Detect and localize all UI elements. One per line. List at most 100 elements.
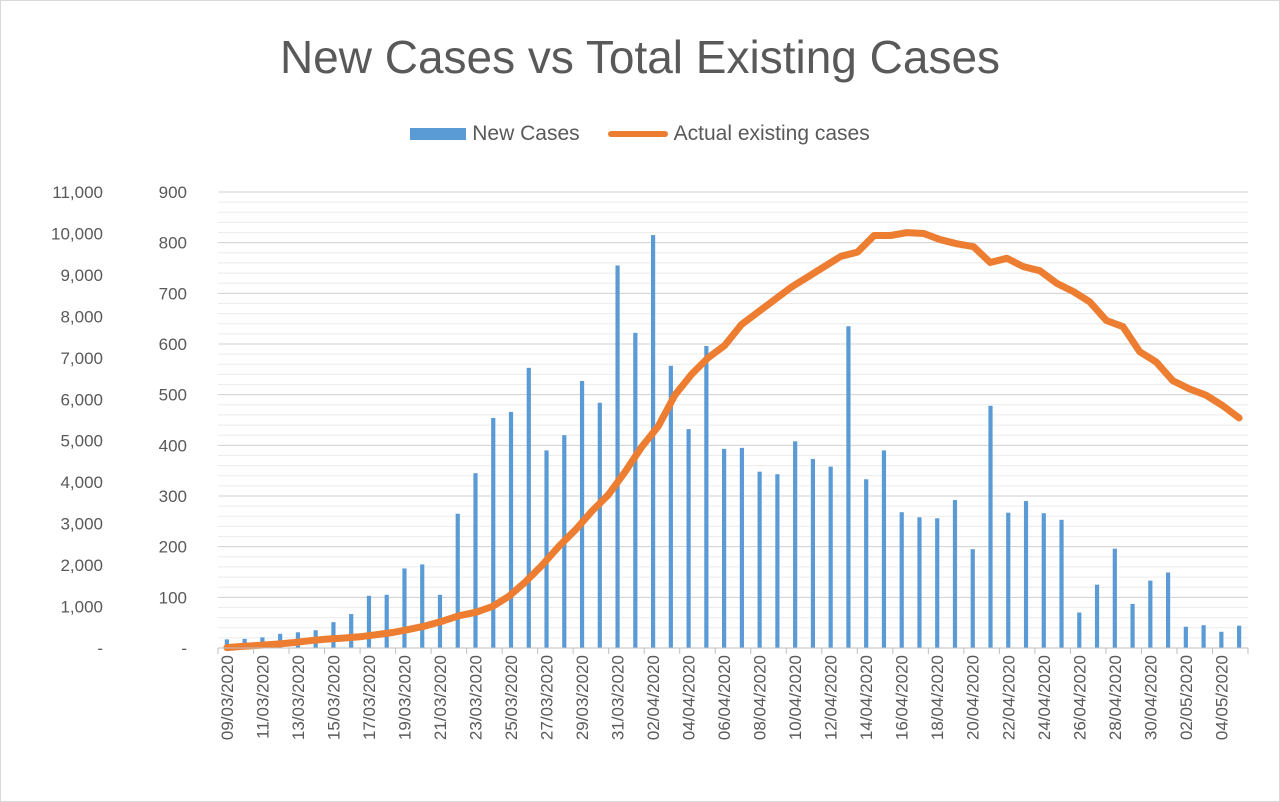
bar [1006, 512, 1011, 648]
chart-title: New Cases vs Total Existing Cases [279, 31, 1001, 83]
bar [864, 479, 869, 648]
bar [1112, 548, 1117, 648]
bar [810, 459, 816, 648]
right-axis-tick-label: 100 [159, 588, 187, 607]
bar [828, 466, 833, 648]
bar [970, 549, 975, 648]
bar [650, 235, 656, 649]
x-axis-tick-label: 25/03/2020 [502, 655, 521, 740]
gridlines [218, 191, 1248, 639]
x-axis-tick-label: 29/03/2020 [573, 655, 592, 740]
x-axis-tick-label: 18/04/2020 [928, 655, 947, 740]
x-axis-tick-label: 10/04/2020 [786, 655, 805, 740]
bar [331, 622, 336, 648]
left-axis-tick-label: 9,000 [60, 266, 103, 285]
bar [1077, 612, 1082, 648]
x-axis-tick-label: 02/05/2020 [1177, 655, 1196, 740]
bar [579, 380, 585, 648]
bar [491, 417, 496, 648]
x-axis-tick-label: 19/03/2020 [396, 655, 415, 740]
bar [1094, 584, 1100, 648]
bar [1201, 625, 1206, 648]
legend-swatch-existing-cases [607, 131, 668, 137]
left-axis-tick-label: 1,000 [60, 598, 103, 617]
right-axis-tick-label: 700 [159, 284, 187, 303]
bar [1041, 513, 1046, 648]
left-axis-tick-label: 7,000 [60, 349, 103, 368]
bar [508, 411, 514, 648]
left-axis-tick-label: 8,000 [60, 307, 103, 326]
x-axis-tick-label: 26/04/2020 [1070, 655, 1089, 740]
legend-label-new-cases: New Cases [472, 122, 580, 145]
bar [420, 564, 425, 648]
bar [1023, 501, 1029, 648]
bar [757, 471, 762, 648]
x-axis-tick-label: 04/04/2020 [680, 655, 699, 740]
left-axis: - 1,000 2,000 3,000 4,000 5,000 6,000 7,000 8,00… [51, 183, 103, 658]
left-axis-tick-label: 2,000 [60, 556, 103, 575]
x-axis-tick-label: 11/03/2020 [253, 655, 272, 739]
bar [1183, 626, 1188, 648]
x-axis-tick-label: 28/04/2020 [1106, 655, 1125, 740]
bar [1130, 603, 1135, 648]
x-axis: 09/03/2020 11/03/2020 13/03/2020 15/03/2020… [217, 648, 1249, 740]
x-axis-tick-label: 22/04/2020 [999, 655, 1018, 740]
right-axis: - 100 200 300 400 500 600 700 800 900 [159, 183, 187, 658]
x-axis-tick-label: 23/03/2020 [467, 655, 486, 740]
x-axis-tick-label: 12/04/2020 [822, 655, 841, 740]
x-axis-tick-label: 08/04/2020 [751, 655, 770, 740]
bar [526, 367, 531, 648]
x-axis-tick-label: 27/03/2020 [538, 655, 557, 740]
right-axis-tick-label: 600 [159, 335, 187, 354]
x-axis-tick-label: 13/03/2020 [289, 655, 308, 740]
bar [633, 332, 638, 648]
right-axis-tick-label: 800 [159, 234, 187, 253]
right-axis-tick-label: 400 [159, 436, 187, 455]
legend: New Cases Actual existing cases [0, 122, 1280, 146]
legend-item-new-cases: New Cases [410, 122, 580, 146]
legend-label-existing-cases: Actual existing cases [673, 122, 870, 145]
right-axis-tick-label: 300 [159, 487, 187, 506]
x-axis-tick-label: 20/04/2020 [964, 655, 983, 740]
left-axis-tick-label: 3,000 [60, 515, 103, 534]
legend-swatch-new-cases [410, 128, 467, 140]
line-series-existing-cases [223, 229, 1243, 652]
bar [615, 265, 620, 648]
bar [722, 448, 727, 648]
x-axis-tick-label: 16/04/2020 [893, 655, 912, 740]
right-axis-tick-label: 200 [159, 538, 187, 557]
right-axis-tick-label: 500 [159, 386, 187, 405]
bar [775, 474, 780, 648]
x-axis-tick-label: 06/04/2020 [715, 655, 734, 740]
bar [793, 441, 798, 648]
left-axis-tick-label: - [97, 639, 103, 658]
bar [544, 450, 549, 648]
x-axis-tick-label: 31/03/2020 [609, 655, 628, 740]
bar [686, 429, 691, 648]
bar [739, 447, 744, 648]
left-axis-tick-label: 5,000 [60, 432, 103, 451]
x-axis-tick-label: 24/04/2020 [1035, 655, 1054, 740]
left-axis-tick-label: 10,000 [51, 224, 103, 243]
bar [384, 594, 389, 648]
bar [668, 365, 673, 648]
x-axis-tick-label: 09/03/2020 [218, 655, 237, 740]
left-axis-tick-label: 6,000 [60, 390, 103, 409]
bar [455, 513, 460, 648]
bar [224, 639, 229, 648]
bar [846, 326, 851, 648]
x-axis-tick-label: 21/03/2020 [431, 655, 450, 740]
x-axis-tick-label: 04/05/2020 [1212, 655, 1231, 740]
bar [402, 568, 407, 648]
bar [899, 512, 904, 648]
bar [917, 517, 922, 648]
bar [366, 595, 372, 648]
bar [349, 614, 354, 648]
bar [473, 473, 478, 648]
right-axis-tick-label: 900 [159, 183, 187, 202]
legend-item-existing-cases: Actual existing cases [607, 122, 870, 146]
left-axis-tick-label: 11,000 [52, 183, 103, 202]
bar [881, 450, 887, 648]
bar [1165, 572, 1171, 648]
bar [952, 500, 958, 648]
